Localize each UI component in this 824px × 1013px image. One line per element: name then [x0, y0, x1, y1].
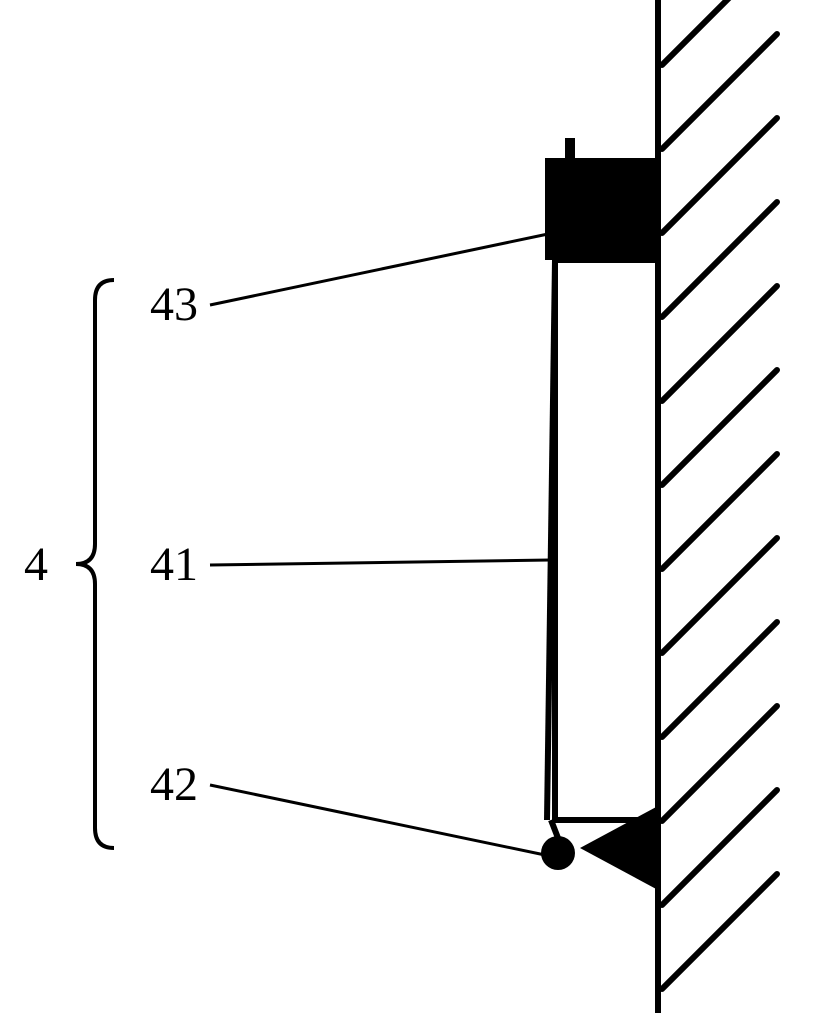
fixture-stub [565, 138, 575, 158]
label-42: 42 [150, 758, 198, 811]
fixture-block [545, 158, 658, 260]
label-group-4: 4 [24, 538, 48, 591]
leader-43 [210, 234, 548, 305]
label-43: 43 [150, 278, 198, 331]
group-brace [76, 280, 114, 848]
leader-41 [210, 560, 550, 565]
label-41: 41 [150, 538, 198, 591]
beam-column [555, 260, 658, 820]
roller-ball [541, 836, 575, 870]
leader-42 [210, 785, 545, 855]
